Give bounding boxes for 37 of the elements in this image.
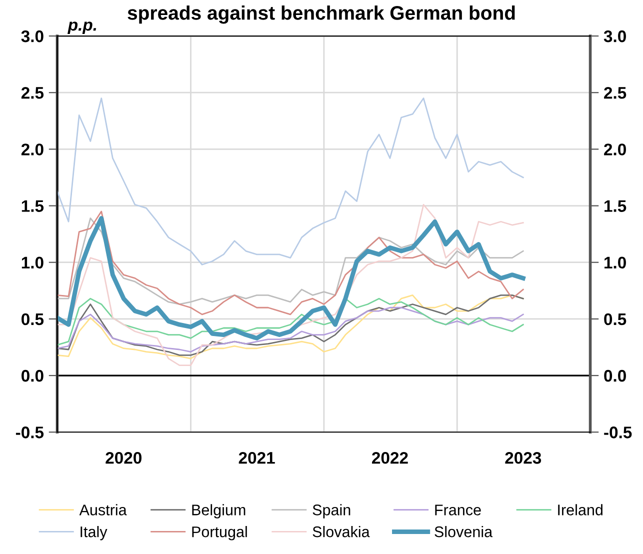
y-tick-label: 3.0 bbox=[21, 30, 44, 42]
y-tick-label: 0.0 bbox=[22, 370, 44, 382]
line-series bbox=[57, 298, 524, 346]
line-series bbox=[57, 216, 526, 340]
x-tick-label: 2020 bbox=[106, 452, 142, 464]
line-series bbox=[57, 218, 524, 305]
y2-tick-label: 1.5 bbox=[604, 200, 626, 212]
y-tick-label: 2.5 bbox=[21, 87, 44, 99]
legend-label: Italy bbox=[80, 526, 108, 540]
legend-label: Belgium bbox=[192, 504, 246, 518]
y-tick-label: 0.5 bbox=[22, 313, 44, 326]
legend-label: Slovenia bbox=[434, 526, 493, 538]
legend-label: Slovakia bbox=[312, 526, 370, 538]
y2-tick-label: 2.0 bbox=[604, 144, 626, 156]
y2-tick-label: -0.5 bbox=[604, 426, 632, 438]
legend-label: Portugal bbox=[192, 526, 247, 540]
y2-tick-label: 2.5 bbox=[604, 87, 626, 99]
chart-title: spreads against benchmark German bond bbox=[128, 6, 515, 24]
line-series bbox=[57, 98, 524, 266]
y2-tick-label: 0.0 bbox=[604, 370, 626, 382]
line-series bbox=[57, 210, 524, 316]
y-tick-label: 1.5 bbox=[22, 200, 44, 212]
x-tick-label: 2023 bbox=[505, 452, 542, 464]
x-tick-label: 2022 bbox=[372, 452, 408, 464]
y-tick-label: -0.5 bbox=[16, 426, 44, 438]
y2-tick-label: 1.0 bbox=[604, 256, 626, 269]
y2-tick-label: 0.5 bbox=[604, 313, 626, 326]
line-series bbox=[57, 306, 524, 352]
legend-label: Spain bbox=[312, 504, 350, 518]
y-axis-title: p.p. bbox=[68, 22, 96, 34]
x-tick-label: 2021 bbox=[238, 452, 275, 464]
legend-label: Austria bbox=[79, 504, 127, 516]
y-tick-label: 1.0 bbox=[22, 256, 44, 269]
y2-tick-label: 3.0 bbox=[604, 30, 626, 42]
y-tick-label: 2.0 bbox=[21, 144, 44, 156]
legend-label: Ireland bbox=[558, 504, 602, 516]
legend-label: France bbox=[435, 504, 481, 516]
